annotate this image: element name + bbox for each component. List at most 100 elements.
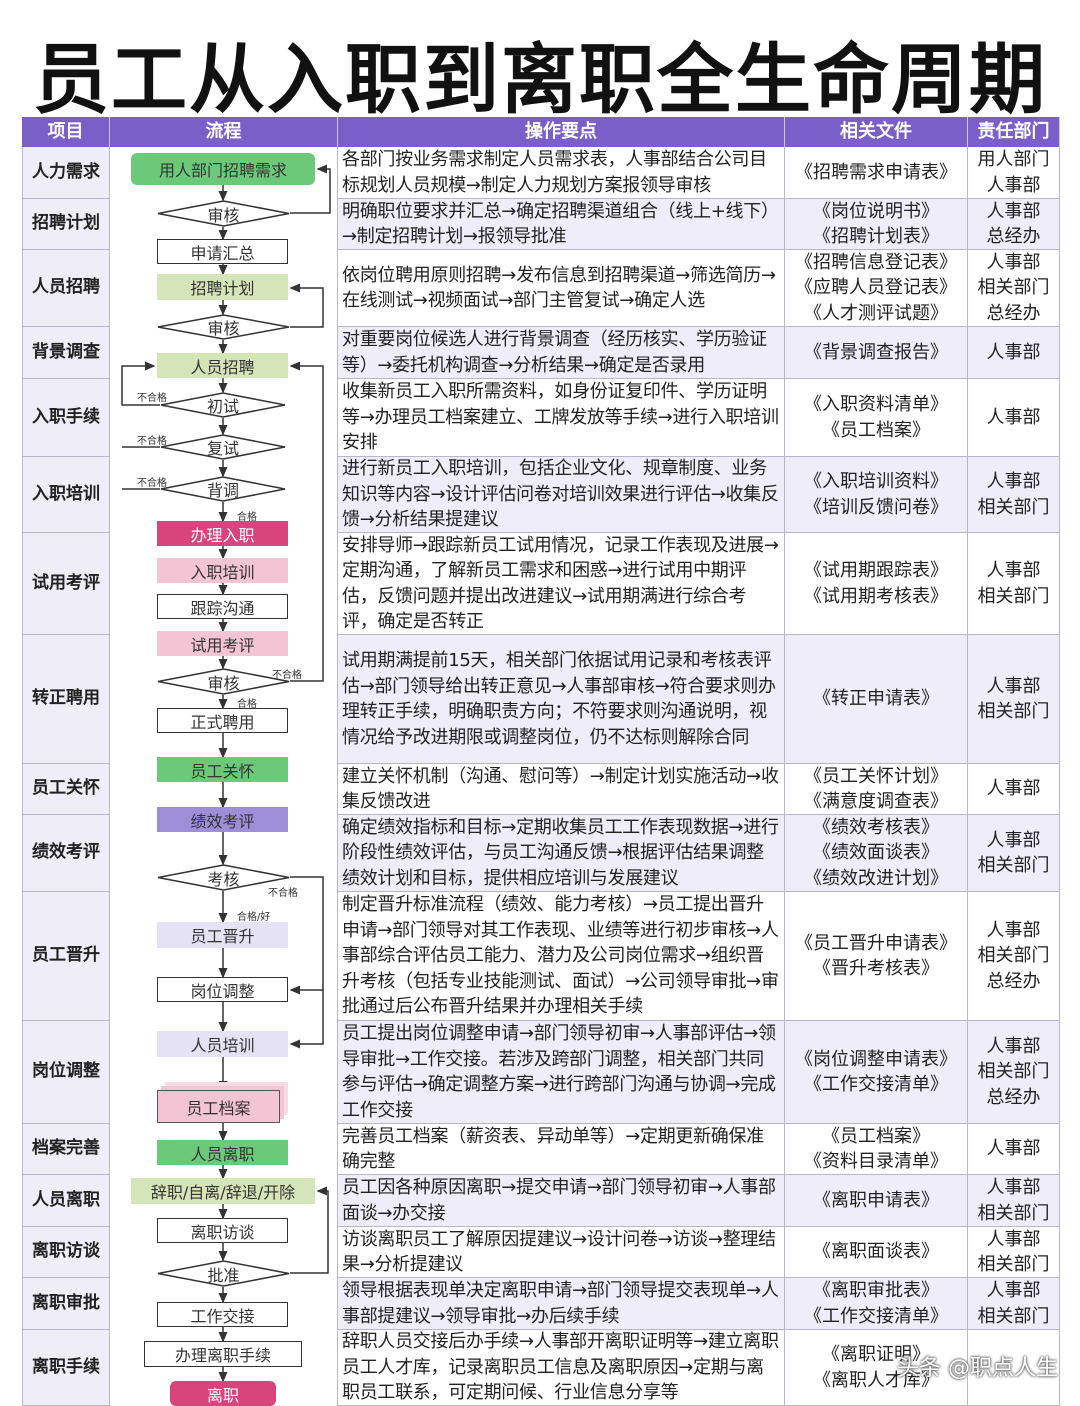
- process-node: 试用考评: [157, 631, 288, 656]
- decision-node: 复试: [160, 434, 286, 460]
- row-files: 《离职审批表》 《工作交接清单》: [785, 1278, 968, 1330]
- row-files: 《背景调查报告》: [785, 327, 968, 379]
- row-files: 《离职申请表》: [785, 1175, 968, 1227]
- row-dept: 人事部: [968, 379, 1060, 457]
- row-item: 背景调查: [22, 327, 110, 379]
- connector: [290, 1186, 329, 1274]
- decision-node: 审核: [157, 200, 290, 227]
- process-node: 申请汇总: [157, 239, 288, 264]
- diamond-shape: [160, 434, 286, 460]
- row-files: 《岗位说明书》 《招聘计划表》: [785, 199, 968, 250]
- row-text: 试用期满提前15天，相关部门依据试用记录和考核表评估→部门领导给出转正意见→人事…: [338, 635, 785, 764]
- row-item: 离职访谈: [22, 1227, 110, 1278]
- row-item: 离职审批: [22, 1278, 110, 1330]
- header-points: 操作要点: [338, 117, 785, 147]
- row-files: 《试用期跟踪表》 《试用期考核表》: [785, 533, 968, 635]
- row-dept: 人事部 相关部门: [968, 457, 1060, 533]
- flow-node-label: 试用考评: [190, 635, 255, 655]
- decision-node: 初试: [160, 392, 286, 418]
- row-text: 制定晋升标准流程（绩效、能力考核）→员工提出晋升申请→部门领导对其工作表现、业绩…: [338, 892, 785, 1021]
- diamond-shape: [157, 200, 290, 227]
- process-node: 员工档案: [157, 1090, 280, 1123]
- row-files: 《入职资料清单》 《员工档案》: [785, 379, 968, 457]
- row-text: 员工因各种原因离职→提交申请→部门领导初审→人事部面谈→办交接: [338, 1175, 785, 1227]
- connector: [289, 283, 324, 328]
- row-text: 完善员工档案（薪资表、异动单等）→定期更新确保准确完整: [338, 1124, 785, 1175]
- row-item: 试用考评: [22, 533, 110, 635]
- flow-node-label: 员工关怀: [190, 761, 255, 781]
- process-node: 入职培训: [157, 558, 288, 583]
- connector: [289, 990, 324, 1049]
- branch-label: 不合格: [137, 436, 167, 447]
- row-item: 岗位调整: [22, 1021, 110, 1124]
- row-dept: 人事部 相关部门 总经办: [968, 250, 1060, 327]
- row-text: 收集新员工入职所需资料，如身份证复印件、学历证明等→办理员工档案建立、工牌发放等…: [338, 379, 785, 457]
- branch-label: 不合格: [137, 393, 167, 404]
- branch-label: 不合格: [272, 670, 302, 681]
- connector: [289, 876, 324, 995]
- row-dept: 人事部 相关部门 总经办: [968, 892, 1060, 1021]
- process-node: 招聘计划: [157, 274, 288, 300]
- diamond-shape: [157, 1260, 290, 1287]
- flow-node-label: 办理入职: [190, 525, 255, 545]
- flow-node-label: 考核: [207, 869, 240, 889]
- row-text: 明确职位要求并汇总→确定招聘渠道组合（线上+线下）→制定招聘计划→报领导批准: [338, 199, 785, 250]
- diamond-shape: [157, 864, 290, 891]
- row-dept: 用人部门 人事部: [968, 147, 1060, 199]
- decision-node: 考核: [157, 864, 290, 891]
- process-node: 办理入职: [157, 521, 288, 546]
- row-item: 档案完善: [22, 1124, 110, 1175]
- decision-node: 批准: [157, 1260, 290, 1287]
- row-dept: 人事部 相关部门 总经办: [968, 1021, 1060, 1124]
- row-dept: 人事部: [968, 1124, 1060, 1175]
- diamond-shape: [157, 668, 290, 695]
- flowchart: 用人部门招聘需求 审核 申请汇总 招聘计划 审核 人员招聘 初试 复试 背调 办理入职 入职培训 跟踪…: [110, 147, 338, 1406]
- row-files: 《转正申请表》: [785, 635, 968, 764]
- flow-node-label: 办理离职手续: [174, 1346, 271, 1365]
- flow-node-label: 离职: [206, 1385, 239, 1405]
- process-node: 工作交接: [157, 1302, 288, 1327]
- decision-node: 背调: [160, 476, 286, 502]
- row-item: 员工关怀: [22, 764, 110, 815]
- row-item: 人员离职: [22, 1175, 110, 1227]
- row-dept: 人事部 相关部门: [968, 1278, 1060, 1330]
- row-files: 《员工关怀计划》 《满意度调查表》: [785, 764, 968, 815]
- row-files: 《招聘需求申请表》: [785, 147, 968, 199]
- header-flow: 流程: [110, 117, 338, 147]
- row-files: 《离职面谈表》: [785, 1227, 968, 1278]
- connector-lines: [121, 164, 331, 1383]
- row-dept: 人事部 相关部门: [968, 533, 1060, 635]
- watermark: 头条 @职点人生: [897, 1356, 1058, 1381]
- flow-node-label: 人员培训: [190, 1036, 255, 1055]
- row-dept: 人事部 相关部门: [968, 815, 1060, 892]
- process-node: 员工关怀: [157, 757, 288, 782]
- flow-node-label: 招聘计划: [190, 279, 255, 298]
- row-text: 依岗位聘用原则招聘→发布信息到招聘渠道→筛选简历→在线测试→视频面试→部门主管复…: [338, 250, 785, 327]
- row-files: 《绩效考核表》 《绩效面谈表》 《绩效改进计划》: [785, 815, 968, 892]
- row-dept: 人事部 相关部门: [968, 1175, 1060, 1227]
- process-node: 用人部门招聘需求: [131, 153, 315, 185]
- row-item: 入职手续: [22, 379, 110, 457]
- header-files: 相关文件: [785, 117, 968, 147]
- row-dept: 人事部 相关部门: [968, 635, 1060, 764]
- row-files: 《岗位调整申请表》 《工作交接清单》: [785, 1021, 968, 1124]
- row-text: 访谈离职员工了解原因提建议→设计问卷→访谈→整理结果→分析提建议: [338, 1227, 785, 1278]
- flow-node-label: 审核: [207, 205, 240, 225]
- decision-node: 审核: [157, 314, 290, 340]
- row-text: 领导根据表现单决定离职申请→部门领导提交表现单→人事部提建议→领导审批→办后续手…: [338, 1278, 785, 1330]
- row-item: 招聘计划: [22, 199, 110, 250]
- flow-node-label: 辞职/自离/辞退/开除: [150, 1183, 296, 1202]
- row-dept: 人事部 相关部门: [968, 1227, 1060, 1278]
- row-files: 《员工档案》 《资料目录清单》: [785, 1124, 968, 1175]
- decision-node: 审核: [157, 668, 290, 695]
- flow-node-label: 批准: [207, 1265, 240, 1285]
- process-node: 正式聘用: [157, 708, 288, 733]
- row-files: 《离职证明》 《离职人才库》: [785, 1330, 968, 1406]
- process-node: 员工晋升: [157, 922, 288, 948]
- row-files: 《招聘信息登记表》 《应聘人员登记表》 《人才测评试题》: [785, 250, 968, 327]
- branch-label: 合格: [237, 512, 257, 523]
- row-dept: 人事部: [968, 327, 1060, 379]
- flow-node-label: 岗位调整: [190, 981, 255, 1001]
- row-item: 人员招聘: [22, 250, 110, 327]
- flow-node-label: 工作交接: [190, 1306, 255, 1326]
